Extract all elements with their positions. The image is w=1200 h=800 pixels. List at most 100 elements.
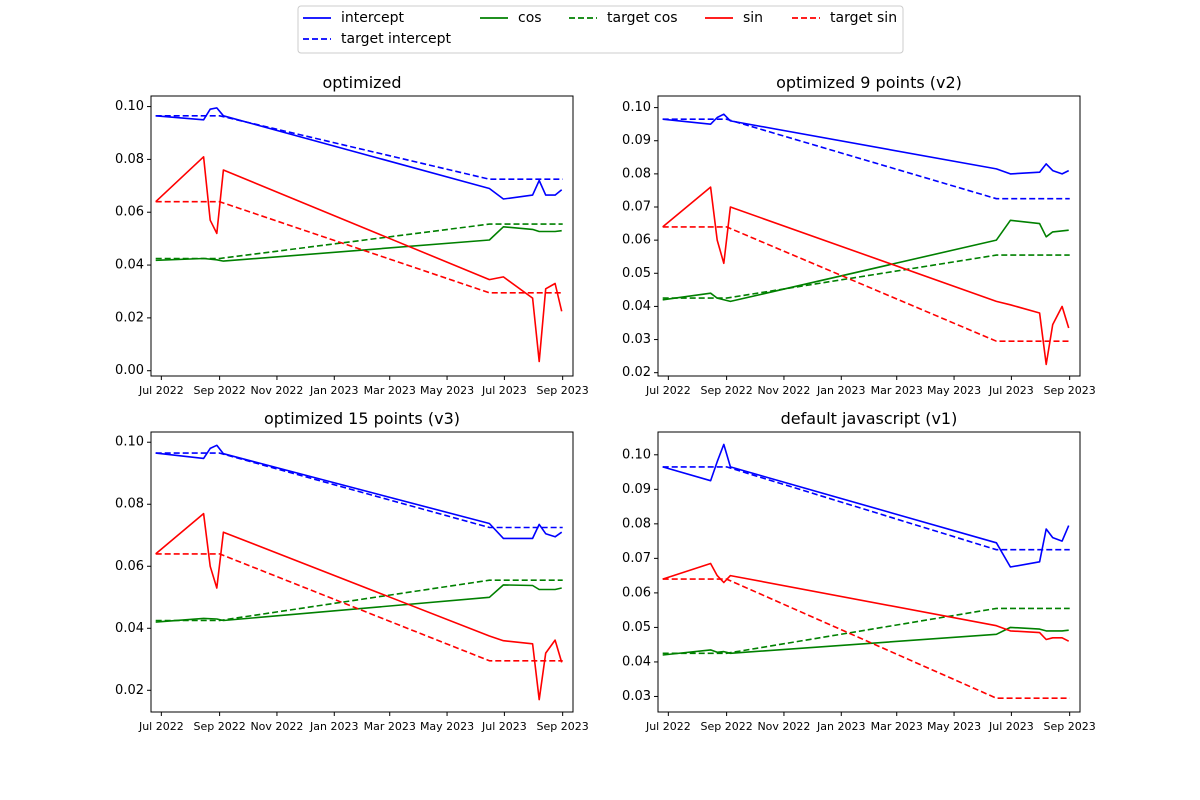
y-tick-label: 0.08 [622, 516, 651, 531]
y-tick-label: 0.02 [115, 310, 144, 325]
x-tick-label: Jul 2022 [645, 384, 691, 397]
legend-label-target-sin: target sin [830, 10, 897, 26]
y-tick-label: 0.07 [622, 551, 651, 566]
subplot-title: default javascript (v1) [781, 409, 958, 428]
series-line-target-intercept [155, 452, 563, 529]
x-tick-label: Sep 2022 [193, 720, 245, 733]
x-tick-label: May 2023 [420, 384, 474, 397]
axes-frame [657, 431, 1081, 713]
x-tick-label: Sep 2023 [1044, 720, 1096, 733]
x-tick-label: Jul 2023 [481, 384, 527, 397]
x-tick-label: Mar 2023 [364, 720, 416, 733]
y-tick-label: 0.03 [622, 332, 651, 347]
x-tick-label: Mar 2023 [871, 720, 923, 733]
axes-frame [150, 95, 574, 377]
y-tick-label: 0.00 [115, 363, 144, 378]
x-tick-label: Jan 2023 [309, 384, 358, 397]
series-group [662, 113, 1070, 366]
legend: intercept target intercept cos target cos si… [297, 5, 904, 54]
x-tick-label: Mar 2023 [871, 384, 923, 397]
y-tick-label: 0.04 [115, 621, 144, 636]
x-tick-label: Sep 2023 [1044, 384, 1096, 397]
y-tick-label: 0.04 [622, 654, 651, 669]
axes-frame [657, 95, 1081, 377]
y-tick-label: 0.09 [622, 133, 651, 148]
series-line-target-cos [662, 254, 1070, 299]
series-line-target-cos [155, 223, 563, 260]
x-tick-label: May 2023 [927, 720, 981, 733]
legend-label-cos: cos [518, 10, 542, 26]
subplot-1: optimized 0.00 0.02 0.04 0.06 0.08 0.10 Jul 202… [115, 73, 589, 397]
series-group [155, 444, 563, 701]
series-line-target-cos [662, 607, 1070, 655]
x-tick-label: Jul 2023 [988, 720, 1034, 733]
y-tick-label: 0.04 [622, 299, 651, 314]
y-tick-label: 0.04 [115, 258, 144, 273]
series-line-cos [662, 626, 1069, 656]
x-tick-label: Sep 2022 [700, 384, 752, 397]
legend-label-sin: sin [743, 10, 763, 26]
x-tick-label: Sep 2022 [193, 384, 245, 397]
series-line-cos [662, 219, 1069, 303]
x-tick-label: Nov 2022 [250, 720, 303, 733]
y-tick-label: 0.08 [622, 166, 651, 181]
x-tick-label: Jul 2022 [645, 720, 691, 733]
legend-label-intercept: intercept [341, 10, 405, 26]
series-line-sin [155, 512, 563, 701]
x-tick-label: Jul 2023 [988, 384, 1034, 397]
y-tick-label: 0.06 [115, 205, 144, 220]
series-line-cos [155, 584, 562, 623]
y-tick-label: 0.07 [622, 200, 651, 215]
x-tick-label: Sep 2023 [537, 720, 589, 733]
subplot-title: optimized 15 points (v3) [264, 409, 460, 428]
y-tick-label: 0.05 [622, 266, 651, 281]
series-group [662, 443, 1070, 700]
series-line-sin [155, 156, 563, 363]
y-tick-label: 0.03 [622, 689, 651, 704]
subplot-4: default javascript (v1) 0.03 0.04 0.05 0.06 0… [622, 409, 1096, 733]
y-tick-label: 0.06 [622, 585, 651, 600]
series-line-sin [662, 562, 1070, 642]
subplots: optimized 0.00 0.02 0.04 0.06 0.08 0.10 Jul 202… [115, 73, 1096, 733]
x-tick-label: Mar 2023 [364, 384, 416, 397]
series-line-intercept [155, 444, 563, 540]
x-tick-label: Jan 2023 [309, 720, 358, 733]
legend-label-target-cos: target cos [607, 10, 678, 26]
y-tick-label: 0.06 [115, 559, 144, 574]
y-tick-label: 0.02 [622, 365, 651, 380]
subplot-2: optimized 9 points (v2) 0.02 0.03 0.04 0.05 0… [622, 73, 1096, 397]
series-line-target-intercept [155, 115, 563, 180]
series-line-intercept [662, 113, 1070, 175]
series-line-intercept [662, 443, 1070, 568]
x-tick-label: May 2023 [927, 384, 981, 397]
subplot-3: optimized 15 points (v3) 0.02 0.04 0.06 0.08… [115, 409, 589, 733]
x-tick-label: Jan 2023 [816, 720, 865, 733]
x-tick-label: Sep 2022 [700, 720, 752, 733]
subplot-title: optimized [322, 73, 401, 92]
series-line-sin [662, 186, 1070, 366]
series-line-target-sin [662, 226, 1070, 343]
x-tick-label: May 2023 [420, 720, 474, 733]
y-tick-label: 0.05 [622, 620, 651, 635]
series-line-target-intercept [662, 466, 1070, 551]
series-line-target-sin [662, 578, 1070, 700]
x-tick-label: Nov 2022 [757, 384, 810, 397]
x-tick-label: Jul 2022 [138, 720, 184, 733]
axes-frame [150, 431, 574, 713]
series-line-target-intercept [662, 118, 1070, 200]
subplot-title: optimized 9 points (v2) [776, 73, 962, 92]
y-tick-label: 0.06 [622, 233, 651, 248]
y-tick-label: 0.08 [115, 497, 144, 512]
series-line-intercept [155, 107, 563, 200]
series-line-target-cos [155, 579, 563, 622]
y-tick-label: 0.10 [622, 447, 651, 462]
y-tick-label: 0.09 [622, 482, 651, 497]
y-tick-label: 0.10 [622, 100, 651, 115]
y-tick-label: 0.10 [115, 99, 144, 114]
y-tick-label: 0.10 [115, 435, 144, 450]
x-tick-label: Nov 2022 [250, 384, 303, 397]
x-tick-label: Nov 2022 [757, 720, 810, 733]
y-tick-label: 0.08 [115, 152, 144, 167]
